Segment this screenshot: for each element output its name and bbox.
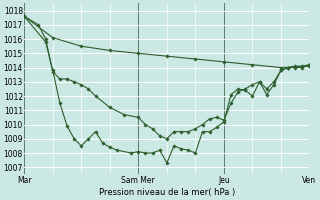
X-axis label: Pression niveau de la mer( hPa ): Pression niveau de la mer( hPa ) <box>99 188 235 197</box>
